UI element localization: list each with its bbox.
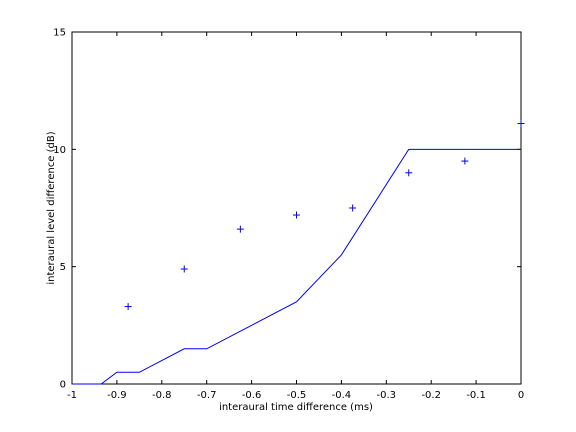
data-point-plus-marker <box>517 120 525 128</box>
data-point-plus-marker <box>293 211 300 219</box>
data-point-plus-marker <box>180 265 188 273</box>
series-group <box>72 120 525 385</box>
data-point-plus-marker <box>405 169 413 177</box>
x-tick-label: -1 <box>67 390 77 401</box>
y-tick-label: 15 <box>53 28 66 39</box>
data-point-plus-marker <box>124 303 132 311</box>
x-tick-label: -0.4 <box>332 390 352 401</box>
y-axis-label: interaural level difference (dB) <box>46 131 57 284</box>
x-tick-label: -0.7 <box>197 390 217 401</box>
x-tick-label: -0.3 <box>377 390 397 401</box>
y-tick-label: 10 <box>53 145 66 156</box>
y-tick-label: 5 <box>60 262 66 273</box>
plot-area <box>71 31 522 385</box>
x-tick-label: -0.8 <box>152 390 172 401</box>
series-line <box>72 148 521 385</box>
x-axis-label: interaural time difference (ms) <box>219 402 373 413</box>
y-tick-label: 0 <box>60 380 66 391</box>
x-tick-label: -0.6 <box>242 390 262 401</box>
data-point-plus-marker <box>349 204 357 212</box>
x-tick-label: -0.1 <box>466 390 486 401</box>
x-tick-label: 0 <box>518 390 524 401</box>
data-point-plus-marker <box>461 157 469 165</box>
x-tick-label: -0.2 <box>421 390 441 401</box>
data-point-plus-marker <box>236 225 244 233</box>
x-ticks: -1 -0.9 -0.8 -0.7 -0.6 -0.5 -0.4 -0.3 -0.2 -0.1 0 <box>67 32 524 401</box>
x-tick-label: -0.5 <box>287 390 307 401</box>
x-tick-label: -0.9 <box>107 390 127 401</box>
